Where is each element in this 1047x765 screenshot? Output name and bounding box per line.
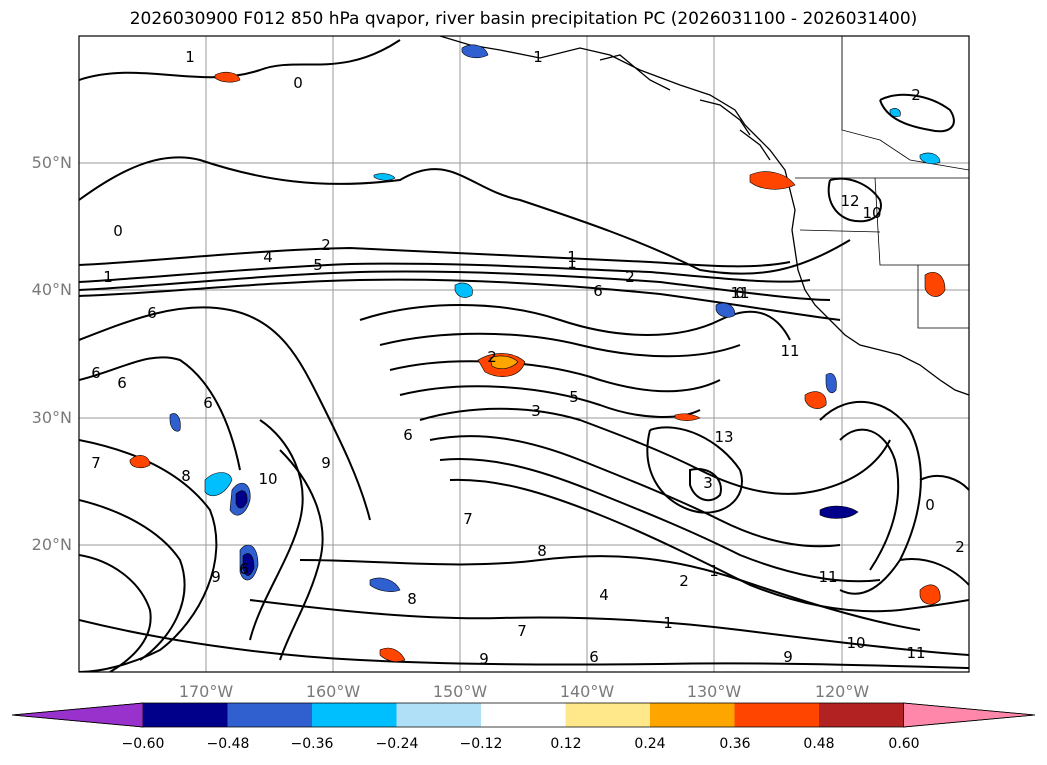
contour-label: 4 <box>263 248 273 266</box>
contour-label: 1 <box>709 562 719 580</box>
contour-label: 6 <box>593 282 603 300</box>
lon-label-120w: 120°W <box>814 682 870 701</box>
map-frame <box>78 35 970 673</box>
lon-label-150w: 150°W <box>432 682 488 701</box>
colorbar-tick-label: −0.24 <box>375 736 419 752</box>
contour-label: 1 <box>533 48 543 66</box>
contour-label: 0 <box>925 496 935 514</box>
coastlines <box>439 36 969 396</box>
contour-label: 11 <box>780 342 799 360</box>
contour-label: 10 <box>258 470 277 488</box>
lon-label-130w: 130°W <box>686 682 742 701</box>
contour-label: 0 <box>113 222 123 240</box>
contour-label: 9 <box>211 568 221 586</box>
contour-label: 6 <box>589 648 599 666</box>
colorbar-tick-label: −0.12 <box>459 736 503 752</box>
colorbar-tick-label: 0.24 <box>634 736 666 752</box>
colorbar-tick-label: 0.36 <box>719 736 751 752</box>
lon-label-170w: 170°W <box>178 682 234 701</box>
precip-shading <box>129 44 946 662</box>
colorbar-tick-label: −0.36 <box>290 736 334 752</box>
contour-label: 11 <box>818 568 837 586</box>
contour-label: 11 <box>906 644 925 662</box>
lat-label-50n: 50°N <box>31 153 72 172</box>
contour-label: 6 <box>403 426 413 444</box>
colorbar-segment <box>312 703 397 727</box>
lon-label-160w: 160°W <box>305 682 361 701</box>
colorbar <box>11 702 1036 728</box>
contour-label: 5 <box>313 256 323 274</box>
contour-label: 1 <box>185 48 195 66</box>
contour-label: 2 <box>911 86 921 104</box>
colorbar-segment <box>227 703 312 727</box>
colorbar-segment <box>734 703 819 727</box>
contour-label: 6 <box>239 560 249 578</box>
contour-label: 8 <box>537 542 547 560</box>
contour-label: 5 <box>569 388 579 406</box>
map-title: 2026030900 F012 850 hPa qvapor, river ba… <box>129 9 918 29</box>
contour-label: 7 <box>91 454 101 472</box>
colorbar-segment <box>819 703 904 727</box>
contour-label: 1 <box>567 248 577 266</box>
lat-label-40n: 40°N <box>31 280 72 299</box>
colorbar-tick-label: 0.12 <box>550 736 582 752</box>
colorbar-segment <box>565 703 650 727</box>
colorbar-tick-label: 0.60 <box>888 736 920 752</box>
contour-label: 10 <box>862 204 881 222</box>
contour-label: 2 <box>679 572 689 590</box>
contour-label: 7 <box>463 510 473 528</box>
contour-label: 7 <box>517 622 527 640</box>
colorbar-tick-label: −0.60 <box>121 736 165 752</box>
contour-label: 3 <box>703 474 713 492</box>
contour-label: 4 <box>599 586 609 604</box>
contour-label: 2 <box>321 236 331 254</box>
colorbar-tick-label: −0.48 <box>206 736 250 752</box>
contour-label: 2 <box>625 268 635 286</box>
contour-label: 1 <box>663 614 673 632</box>
contour-label: 2 <box>487 348 497 366</box>
colorbar-segment <box>481 703 566 727</box>
contour-label: 0 <box>735 284 745 302</box>
contour-label: 3 <box>531 402 541 420</box>
contour-label: 12 <box>840 192 859 210</box>
contour-label: 8 <box>181 467 191 485</box>
colorbar-tick-label: 0.48 <box>803 736 835 752</box>
contour-label: 6 <box>203 394 213 412</box>
map-content <box>79 36 969 672</box>
lat-label-20n: 20°N <box>31 535 72 554</box>
colorbar-segment <box>396 703 481 727</box>
contour-label: 0 <box>293 74 303 92</box>
contour-label: 13 <box>714 428 733 446</box>
colorbar-segment <box>650 703 735 727</box>
contour-label: 2 <box>955 538 965 556</box>
colorbar-segment <box>143 703 228 727</box>
colorbar-outline <box>11 702 1036 728</box>
contour-label: 10 <box>846 634 865 652</box>
contour-label: 9 <box>783 648 793 666</box>
contour-label: 9 <box>479 650 489 668</box>
lat-label-30n: 30°N <box>31 408 72 427</box>
contour-label: 8 <box>407 590 417 608</box>
contour-label: 6 <box>117 374 127 392</box>
contour-label: 9 <box>321 454 331 472</box>
contour-label: 1 <box>103 268 113 286</box>
contour-label: 6 <box>91 364 101 382</box>
contour-lines <box>79 39 969 672</box>
lon-label-140w: 140°W <box>559 682 615 701</box>
contour-label: 11 <box>730 284 749 302</box>
contour-label: 1 <box>567 254 577 272</box>
contour-label: 6 <box>147 304 157 322</box>
